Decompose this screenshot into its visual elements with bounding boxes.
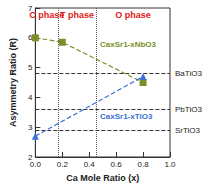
svg-text:5: 5 (28, 63, 33, 72)
svg-text:Ca Mole Ratio (x): Ca Mole Ratio (x) (66, 173, 139, 183)
svg-text:3: 3 (28, 123, 33, 132)
svg-text:0.6: 0.6 (111, 160, 123, 169)
svg-text:4: 4 (28, 93, 33, 102)
svg-text:O phase: O phase (115, 10, 151, 20)
svg-text:0.8: 0.8 (138, 160, 150, 169)
svg-text:CaxSr1-xTiO3: CaxSr1-xTiO3 (100, 112, 153, 121)
svg-text:7: 7 (27, 3, 33, 13)
svg-text:SrTiO3: SrTiO3 (175, 126, 201, 135)
svg-text:C phase: C phase (29, 10, 64, 20)
svg-text:CaxSr1-xNbO3: CaxSr1-xNbO3 (100, 40, 157, 49)
svg-text:Asymmetry Ratio (R): Asymmetry Ratio (R) (8, 38, 18, 127)
svg-text:2: 2 (27, 152, 33, 162)
svg-text:6: 6 (27, 33, 33, 43)
svg-text:T phase: T phase (60, 10, 94, 20)
svg-text:PbTiO3: PbTiO3 (175, 105, 202, 114)
svg-text:0.0: 0.0 (30, 160, 42, 169)
svg-text:0.4: 0.4 (84, 160, 96, 169)
svg-text:0.2: 0.2 (57, 160, 69, 169)
svg-text:1.0: 1.0 (164, 160, 176, 169)
svg-text:BaTiO3: BaTiO3 (175, 69, 202, 78)
